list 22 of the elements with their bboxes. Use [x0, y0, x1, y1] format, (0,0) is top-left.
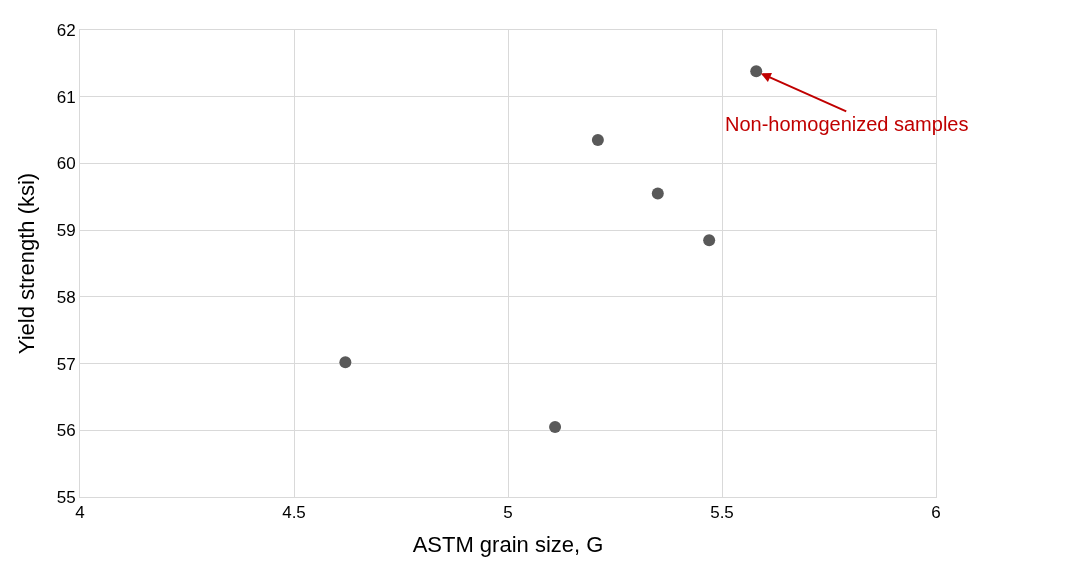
- y-tick-label: 56: [56, 421, 76, 441]
- point: [750, 65, 763, 78]
- point: [651, 187, 664, 200]
- x-tick-label: 5.5: [710, 503, 734, 523]
- y-tick-label: 55: [56, 487, 76, 507]
- y-tick-label: 59: [56, 221, 76, 241]
- y-tick-label: 61: [56, 87, 76, 107]
- point: [703, 234, 716, 247]
- x-tick-label: 4: [75, 503, 85, 523]
- y-axis-title: Yield strength (ksi): [14, 172, 40, 355]
- point: [339, 356, 352, 369]
- point: [549, 420, 562, 433]
- point: [591, 134, 604, 147]
- x-tick-label: 5: [503, 503, 513, 523]
- y-tick-label: 57: [56, 354, 76, 374]
- y-tick-label: 62: [56, 20, 76, 40]
- x-tick-label: 6: [931, 503, 941, 523]
- x-tick-label: 4.5: [282, 503, 306, 523]
- annotation: Non-homogenized samples: [725, 113, 969, 135]
- x-axis-title: ASTM grain size, G: [412, 532, 604, 558]
- y-tick-label: 60: [56, 154, 76, 174]
- y-tick-label: 58: [56, 287, 76, 307]
